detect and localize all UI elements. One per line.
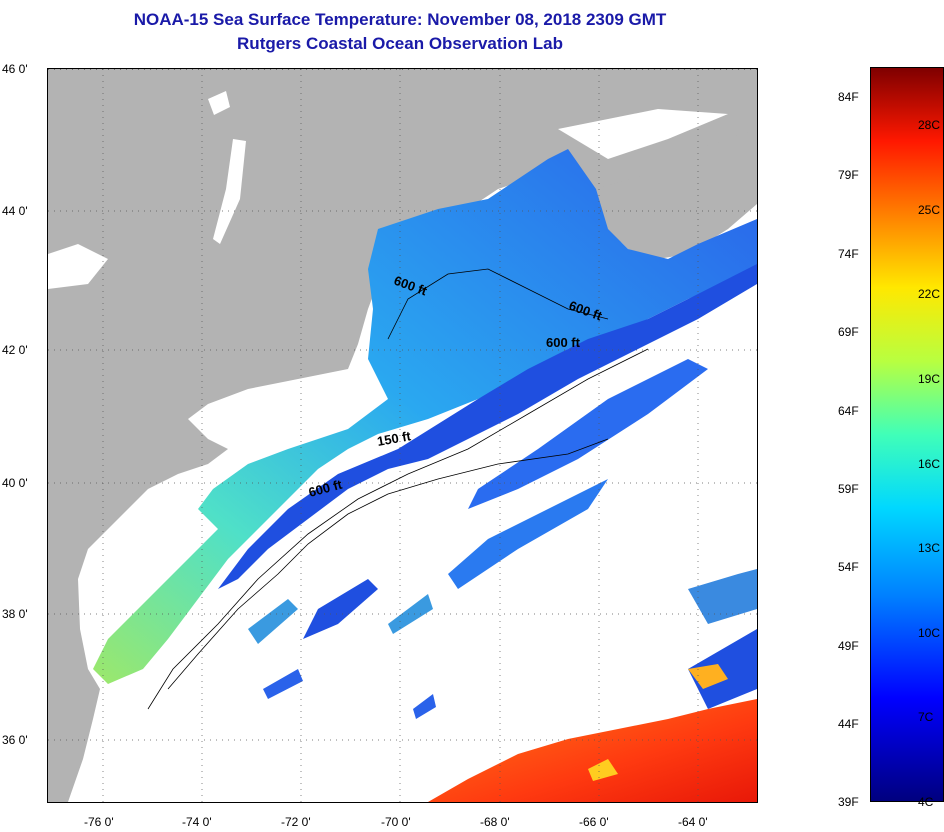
latitude-label: 36 0'	[2, 733, 28, 747]
longitude-label: -68 0'	[480, 815, 510, 829]
colorbar-f-label: 44F	[838, 717, 859, 731]
colorbar-c-label: 10C	[918, 626, 941, 640]
land-mainland	[48, 69, 757, 802]
colorbar-c-label: 28C	[918, 118, 941, 132]
longitude-label: -66 0'	[579, 815, 609, 829]
colorbar-f-label: 64F	[838, 404, 859, 418]
slope-water	[218, 264, 757, 589]
colorbar-c-label: 4C	[918, 795, 934, 809]
sst-map-image: 600 ft 600 ft 600 ft 150 ft 600 ft	[48, 69, 757, 802]
gulf-stream-water	[428, 699, 757, 802]
colorbar-c-label: 16C	[918, 457, 941, 471]
map-subtitle: Rutgers Coastal Ocean Observation Lab	[237, 34, 563, 53]
latitude-label: 38 0'	[2, 607, 28, 621]
colorbar-f-label: 74F	[838, 247, 859, 261]
colorbar-c-label: 13C	[918, 541, 941, 555]
colorbar-f-label: 69F	[838, 325, 859, 339]
colorbar-f-label: 39F	[838, 795, 859, 809]
colorbar-f-label: 84F	[838, 90, 859, 104]
longitude-label: -64 0'	[678, 815, 708, 829]
latitude-label: 42 0'	[2, 343, 28, 357]
colorbar-f-label: 59F	[838, 482, 859, 496]
colorbar-f-label: 79F	[838, 168, 859, 182]
longitude-label: -76 0'	[84, 815, 114, 829]
land-nova-scotia	[596, 129, 757, 259]
contour-label: 600 ft	[546, 335, 581, 350]
colorbar-c-label: 7C	[918, 710, 934, 724]
map-title: NOAA-15 Sea Surface Temperature: Novembe…	[133, 10, 667, 29]
latitude-label: 44 0'	[2, 204, 28, 218]
latitude-label: 40 0'	[2, 476, 28, 490]
colorbar-f-label: 54F	[838, 560, 859, 574]
colorbar-c-label: 22C	[918, 287, 941, 301]
gulf-of-maine-water	[93, 149, 757, 684]
colorbar-c-label: 19C	[918, 372, 941, 386]
contour-label: 150 ft	[376, 428, 413, 449]
colorbar-c-label: 25C	[918, 203, 941, 217]
longitude-label: -70 0'	[381, 815, 411, 829]
colorbar-f-label: 49F	[838, 639, 859, 653]
longitude-label: -74 0'	[182, 815, 212, 829]
longitude-label: -72 0'	[281, 815, 311, 829]
temperature-colorbar	[870, 67, 944, 802]
latitude-label: 46 0'	[2, 62, 28, 76]
sst-map: 600 ft 600 ft 600 ft 150 ft 600 ft	[47, 68, 758, 803]
